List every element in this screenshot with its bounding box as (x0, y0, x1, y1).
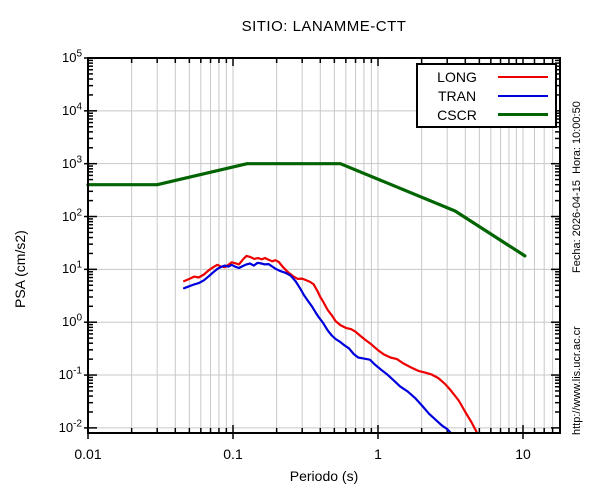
legend-item-tran: TRAN (418, 86, 555, 105)
y-tick-label: 100 (61, 312, 82, 330)
source-url-text: http://www.lis.ucr.ac.cr (571, 326, 583, 435)
x-axis-label: Periodo (s) (289, 468, 359, 484)
series-curves (86, 162, 527, 434)
y-tick-label: 102 (61, 207, 82, 224)
y-tick-label: 10-2 (58, 418, 82, 435)
legend-line-long (498, 75, 548, 78)
x-tick-label: 0.01 (74, 446, 102, 462)
legend-item-long: LONG (418, 67, 555, 86)
x-tick-label: 0.1 (223, 446, 243, 462)
plot-border (87, 57, 561, 434)
series-line-long (183, 254, 478, 434)
y-tick-label: 10-1 (58, 365, 82, 383)
y-tick-label: 104 (61, 101, 82, 118)
legend-line-tran (498, 94, 548, 97)
timestamp-text: Fecha: 2026-04-15 Hora: 10:00:50 (571, 101, 583, 273)
legend-label-cscr: CSCR (437, 106, 477, 123)
y-axis-label: PSA (cm/s2) (12, 230, 28, 308)
legend-label-long: LONG (437, 68, 477, 85)
y-tick-label: 101 (61, 260, 82, 277)
legend-box: LONG TRAN CSCR (416, 63, 557, 128)
legend-label-tran: TRAN (437, 87, 477, 104)
y-tick-label: 105 (61, 48, 82, 65)
legend-item-cscr: CSCR (418, 105, 555, 124)
series-line-cscr (86, 162, 527, 258)
x-tick-label: 10 (515, 446, 531, 462)
legend-line-cscr (498, 113, 548, 116)
series-line-tran (183, 261, 452, 434)
chart-title: SITIO: LANAMME-CTT (241, 18, 407, 35)
plot-grid (88, 58, 560, 433)
x-tick-label: 1 (374, 446, 382, 462)
y-tick-label: 103 (61, 154, 82, 171)
